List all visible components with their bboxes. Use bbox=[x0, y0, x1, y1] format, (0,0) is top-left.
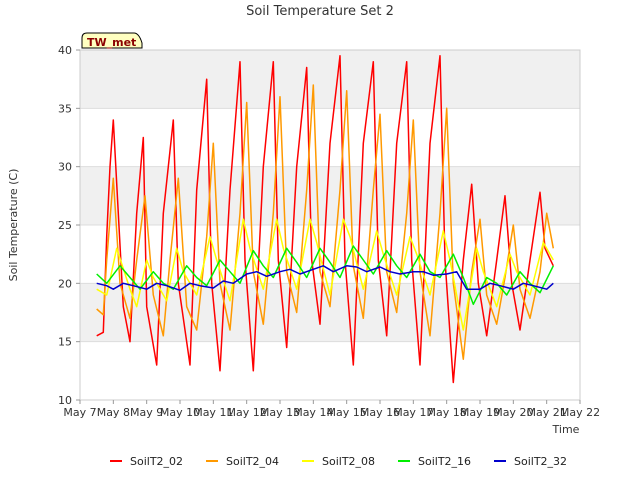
y-tick-label: 15 bbox=[58, 336, 72, 349]
legend-label-soilt2-08: SoilT2_08 bbox=[322, 455, 375, 468]
badge-box bbox=[81, 32, 143, 49]
legend-label-soilt2-02: SoilT2_02 bbox=[130, 455, 183, 468]
x-tick-label: May 10 bbox=[160, 406, 200, 419]
x-tick-label: May 11 bbox=[193, 406, 233, 419]
x-tick-label: May 18 bbox=[427, 406, 467, 419]
x-tick-label: May 16 bbox=[360, 406, 400, 419]
y-axis-ticks: 10 15 20 25 30 35 40 bbox=[58, 44, 80, 407]
series-line-soilt2-16 bbox=[96, 245, 554, 306]
x-tick-label: May 17 bbox=[393, 406, 433, 419]
x-axis-label: Time bbox=[552, 423, 580, 436]
series-line-soilt2-08 bbox=[96, 218, 554, 331]
chart-title: Soil Temperature Set 2 bbox=[246, 4, 394, 19]
plot-background-bands bbox=[80, 50, 580, 342]
x-tick-label: May 9 bbox=[130, 406, 163, 419]
badge-label: TW_met bbox=[87, 36, 136, 49]
y-tick-label: 40 bbox=[58, 44, 72, 57]
y-tick-label: 10 bbox=[58, 394, 72, 407]
x-tick-label: May 20 bbox=[493, 406, 533, 419]
y-axis-label: Soil Temperature (C) bbox=[7, 169, 20, 282]
series-lines bbox=[96, 55, 555, 384]
x-tick-label: May 19 bbox=[460, 406, 500, 419]
x-tick-label: May 15 bbox=[327, 406, 367, 419]
series-line-soilt2-32 bbox=[96, 265, 554, 292]
x-tick-label: May 14 bbox=[293, 406, 333, 419]
background-band bbox=[80, 50, 580, 109]
x-tick-label: May 13 bbox=[260, 406, 300, 419]
legend-label-soilt2-32: SoilT2_32 bbox=[514, 455, 567, 468]
station-badge: TW_met bbox=[81, 32, 143, 49]
series-line-soilt2-04 bbox=[96, 84, 555, 360]
legend-label-soilt2-04: SoilT2_04 bbox=[226, 455, 279, 468]
y-tick-label: 20 bbox=[58, 277, 72, 290]
legend-label-soilt2-16: SoilT2_16 bbox=[418, 455, 471, 468]
x-tick-label: May 22 bbox=[560, 406, 600, 419]
x-tick-label: May 7 bbox=[63, 406, 96, 419]
series-line-soilt2-02 bbox=[96, 55, 554, 384]
x-tick-label: May 21 bbox=[527, 406, 567, 419]
x-tick-label: May 12 bbox=[227, 406, 267, 419]
y-tick-label: 35 bbox=[58, 102, 72, 115]
y-tick-label: 25 bbox=[58, 219, 72, 232]
legend: SoilT2_02 SoilT2_04 SoilT2_08 SoilT2_16 Soil… bbox=[110, 455, 567, 468]
y-tick-label: 30 bbox=[58, 161, 72, 174]
x-tick-label: May 8 bbox=[97, 406, 130, 419]
